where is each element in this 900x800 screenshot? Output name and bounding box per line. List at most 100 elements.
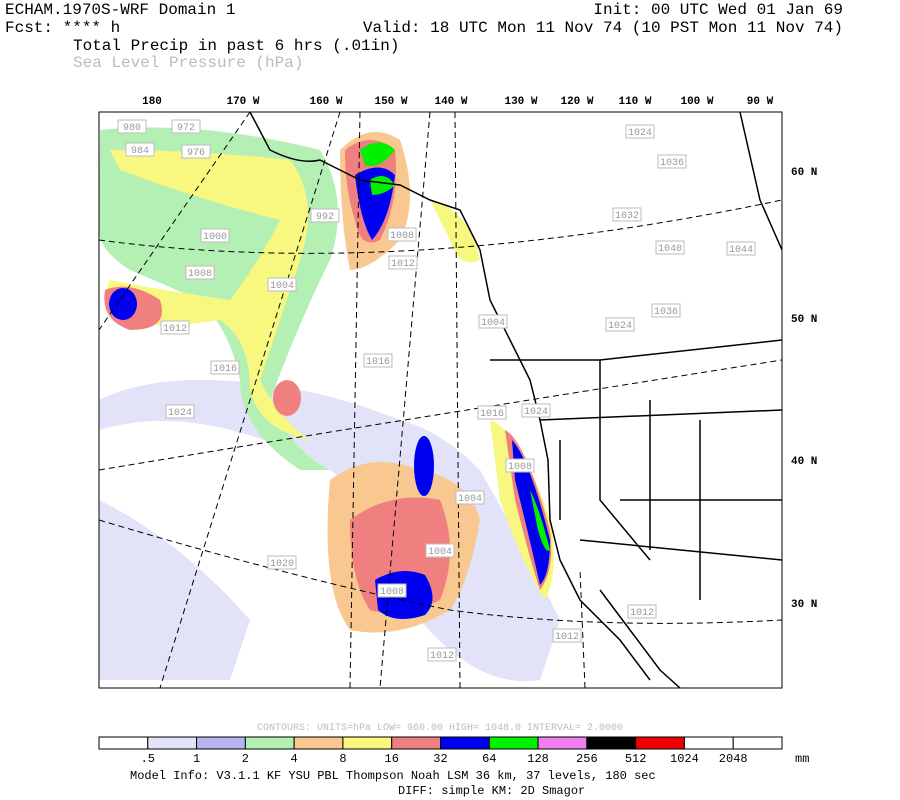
colorbar-label: 64 xyxy=(482,752,496,766)
pressure-label-box xyxy=(427,647,457,662)
contour-info: CONTOURS: UNITS=hPa LOW= 960.00 HIGH= 10… xyxy=(257,722,623,734)
field-1: Total Precip in past 6 hrs (.01in) xyxy=(73,37,399,55)
pressure-label: 1004 xyxy=(270,281,294,292)
pressure-label-box xyxy=(455,490,485,505)
pressure-label-box xyxy=(125,142,155,157)
longitude-label: 170 W xyxy=(226,96,259,108)
pressure-label: 1012 xyxy=(555,632,579,643)
pressure-label: 1012 xyxy=(430,651,454,662)
pressure-label: 1008 xyxy=(380,587,404,598)
pressure-label: 1008 xyxy=(508,462,532,473)
pressure-label-box xyxy=(521,403,551,418)
pressure-label: 1008 xyxy=(390,231,414,242)
model-title: ECHAM.1970S-WRF Domain 1 xyxy=(5,1,235,19)
pressure-label-box xyxy=(625,124,655,139)
colorbar-label: 32 xyxy=(433,752,447,766)
pressure-label: 1004 xyxy=(458,494,482,505)
pressure-label-box xyxy=(627,604,657,619)
pressure-label-box xyxy=(605,317,635,332)
pressure-label-box xyxy=(171,119,201,134)
pressure-label: 1012 xyxy=(163,324,187,335)
pressure-label: 1020 xyxy=(270,559,294,570)
pressure-label-box xyxy=(363,353,393,368)
longitude-label: 160 W xyxy=(309,96,342,108)
pressure-label: 1044 xyxy=(729,245,753,256)
pressure-label-box xyxy=(552,628,582,643)
colorbar-label: 128 xyxy=(527,752,549,766)
pressure-label: 984 xyxy=(131,146,149,157)
pressure-label: 1036 xyxy=(654,307,678,318)
colorbar-swatch xyxy=(683,736,734,750)
pressure-label: 1012 xyxy=(630,608,654,619)
pressure-label: 1024 xyxy=(628,128,652,139)
longitude-label: 180 xyxy=(142,96,162,108)
colorbar-swatch xyxy=(98,736,149,750)
colorbar-swatch xyxy=(391,736,442,750)
longitude-label: 90 W xyxy=(747,96,774,108)
pressure-label-box xyxy=(181,144,211,159)
pressure-label: 1024 xyxy=(608,321,632,332)
colorbar-swatch xyxy=(342,736,393,750)
longitude-label: 100 W xyxy=(680,96,713,108)
units: mm xyxy=(795,752,809,766)
colorbar-swatch xyxy=(635,736,685,750)
pressure-label: 1000 xyxy=(203,232,227,243)
pressure-label: 1024 xyxy=(168,408,192,419)
init-time: Init: 00 UTC Wed 01 Jan 69 xyxy=(593,1,843,19)
latitude-label: 60 N xyxy=(791,167,817,179)
colorbar-swatch xyxy=(732,736,783,750)
colorbar-swatch xyxy=(586,736,637,750)
pressure-label: 992 xyxy=(316,212,334,223)
map-frame xyxy=(98,111,783,689)
pressure-label: 972 xyxy=(177,123,195,134)
latitude-label: 30 N xyxy=(791,599,817,611)
diff-info: DIFF: simple KM: 2D Smagor xyxy=(398,784,585,798)
forecast: Fcst: **** h xyxy=(5,19,120,37)
colorbar-label: 4 xyxy=(291,752,298,766)
pressure-label-box xyxy=(185,265,215,280)
longitude-label: 110 W xyxy=(618,96,651,108)
longitude-label: 130 W xyxy=(504,96,537,108)
colorbar-label: 2 xyxy=(242,752,249,766)
colorbar-label: 8 xyxy=(339,752,346,766)
pressure-label-box xyxy=(505,458,535,473)
pressure-label: 1024 xyxy=(524,407,548,418)
pressure-label: 1016 xyxy=(366,357,390,368)
field-2: Sea Level Pressure (hPa) xyxy=(73,54,303,72)
pressure-label-box xyxy=(657,154,687,169)
pressure-label: 1032 xyxy=(615,211,639,222)
pressure-label-box xyxy=(310,208,340,223)
pressure-label-box xyxy=(651,303,681,318)
longitude-label: 140 W xyxy=(434,96,467,108)
pressure-label: 1004 xyxy=(481,318,505,329)
valid-time: Valid: 18 UTC Mon 11 Nov 74 (10 PST Mon … xyxy=(363,19,843,37)
pressure-label-box xyxy=(160,320,190,335)
latitude-label: 40 N xyxy=(791,456,817,468)
pressure-label-box xyxy=(387,227,417,242)
pressure-label-box xyxy=(612,207,642,222)
colorbar-label: 16 xyxy=(385,752,399,766)
pressure-label: 1016 xyxy=(480,409,504,420)
pressure-label-box xyxy=(117,119,147,134)
pressure-label: 1016 xyxy=(213,364,237,375)
pressure-label-box xyxy=(210,360,240,375)
colorbar-label: 256 xyxy=(576,752,598,766)
pressure-label-box xyxy=(388,255,418,270)
colorbar-swatch xyxy=(488,736,539,750)
pressure-label-box xyxy=(377,583,407,598)
pressure-label: 1012 xyxy=(391,259,415,270)
pressure-label-box xyxy=(477,405,507,420)
model-info: Model Info: V3.1.1 KF YSU PBL Thompson N… xyxy=(130,769,656,783)
colorbar-label: 1024 xyxy=(670,752,699,766)
colorbar-label: 1 xyxy=(193,752,200,766)
pressure-label-box xyxy=(267,277,297,292)
pressure-label-box xyxy=(655,240,685,255)
map-area xyxy=(99,112,782,688)
colorbar-swatch xyxy=(147,736,198,750)
pressure-label-box xyxy=(478,314,508,329)
longitude-label: 120 W xyxy=(560,96,593,108)
pressure-label-box xyxy=(267,555,297,570)
colorbar-swatch xyxy=(196,736,246,750)
colorbar-swatch xyxy=(293,736,344,750)
